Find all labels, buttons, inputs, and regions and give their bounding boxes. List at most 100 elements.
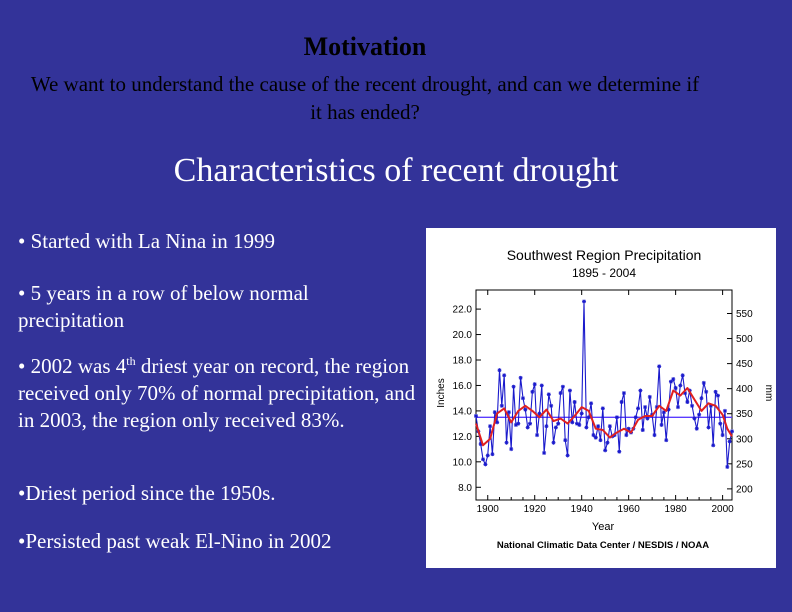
data-point	[586, 415, 591, 420]
data-point	[666, 407, 671, 412]
y-axis-label-right: mm	[763, 385, 774, 402]
data-point	[614, 415, 619, 420]
data-point	[488, 424, 493, 429]
data-point	[565, 453, 570, 458]
y-tick-label-right: 350	[736, 409, 753, 420]
data-point	[591, 433, 596, 438]
data-point	[485, 453, 490, 458]
data-point	[593, 435, 598, 440]
data-point	[523, 407, 528, 412]
data-point	[704, 389, 709, 394]
data-point	[664, 438, 669, 443]
data-point	[680, 373, 685, 378]
data-point	[727, 439, 732, 444]
bullet-2002-text-end: driest year on record, the region receiv…	[18, 354, 416, 432]
data-point	[671, 377, 676, 382]
ordinal-suffix: th	[126, 354, 136, 368]
data-point	[582, 299, 587, 304]
data-point	[474, 414, 478, 418]
data-point	[546, 392, 551, 397]
data-point	[558, 391, 563, 396]
y-axis-label: Inches	[436, 378, 447, 407]
data-point	[638, 388, 643, 393]
bullet-la-nina: • Started with La Nina in 1999	[18, 229, 275, 253]
data-point	[701, 380, 706, 385]
data-point	[518, 375, 523, 380]
data-point	[539, 383, 544, 388]
data-point	[603, 448, 608, 453]
data-point	[549, 403, 554, 408]
y-tick-label-right: 300	[736, 434, 753, 445]
data-point	[685, 400, 690, 404]
data-point	[589, 401, 594, 406]
data-point	[577, 422, 582, 427]
y-tick-label-right: 200	[736, 484, 753, 495]
data-point	[542, 450, 547, 455]
y-tick-label: 14.0	[453, 406, 473, 417]
data-point	[640, 428, 645, 432]
data-point	[692, 416, 697, 421]
precipitation-chart: Southwest Region Precipitation 1895 - 20…	[426, 228, 776, 568]
data-point	[711, 443, 716, 448]
data-point	[708, 403, 713, 408]
y-tick-label: 8.0	[458, 483, 472, 494]
data-point	[690, 403, 695, 408]
data-point	[572, 400, 577, 404]
data-point	[619, 400, 624, 404]
data-point	[544, 424, 549, 429]
data-point	[652, 433, 657, 438]
data-point	[499, 403, 504, 408]
data-point	[537, 411, 542, 416]
data-point	[659, 422, 664, 427]
data-point	[513, 422, 518, 427]
data-point	[607, 424, 612, 429]
y-tick-label: 12.0	[453, 432, 473, 443]
smoothed-precip-line	[475, 387, 733, 447]
data-point	[645, 416, 650, 421]
data-point	[605, 440, 610, 445]
data-point	[525, 425, 530, 430]
data-point	[528, 421, 533, 426]
data-point	[553, 425, 558, 430]
bullet-2002-text-start: • 2002 was 4	[18, 354, 127, 378]
data-point	[636, 406, 641, 411]
data-point	[579, 411, 584, 416]
data-point	[699, 396, 704, 401]
data-point	[532, 382, 537, 387]
data-point	[730, 429, 734, 434]
data-point	[481, 457, 486, 462]
data-point	[683, 391, 688, 396]
data-point	[647, 394, 652, 399]
plot-frame	[475, 289, 733, 501]
data-point	[596, 424, 601, 429]
data-point	[584, 425, 589, 430]
bullet-el-nino: •Persisted past weak El-Nino in 2002	[18, 529, 332, 553]
data-point	[694, 426, 699, 431]
slide-title: Motivation	[303, 32, 427, 61]
data-point	[563, 438, 568, 443]
data-point	[560, 384, 565, 389]
x-tick-label: 1900	[477, 504, 500, 515]
data-point	[720, 433, 725, 438]
data-point	[509, 447, 514, 452]
data-point	[678, 383, 683, 388]
data-point	[673, 386, 678, 390]
chart-subtitle: 1895 - 2004	[572, 266, 636, 280]
data-point	[621, 391, 626, 396]
data-point	[483, 462, 488, 467]
data-point	[668, 379, 673, 384]
data-point	[661, 410, 666, 415]
data-point	[506, 410, 511, 415]
data-point	[626, 426, 631, 431]
data-point	[504, 440, 509, 445]
y-tick-label-right: 400	[736, 384, 753, 395]
y-tick-label-right: 550	[736, 309, 753, 320]
data-point	[502, 373, 507, 378]
x-axis-label: Year	[592, 521, 615, 533]
bullet-driest-period: •Driest period since the 1950s.	[18, 481, 276, 505]
y-tick-label-right: 500	[736, 334, 753, 345]
y-tick-label: 16.0	[453, 381, 473, 392]
chart-svg: Southwest Region Precipitation 1895 - 20…	[436, 247, 774, 551]
x-tick-label: 1980	[665, 504, 688, 515]
data-point	[675, 405, 680, 410]
